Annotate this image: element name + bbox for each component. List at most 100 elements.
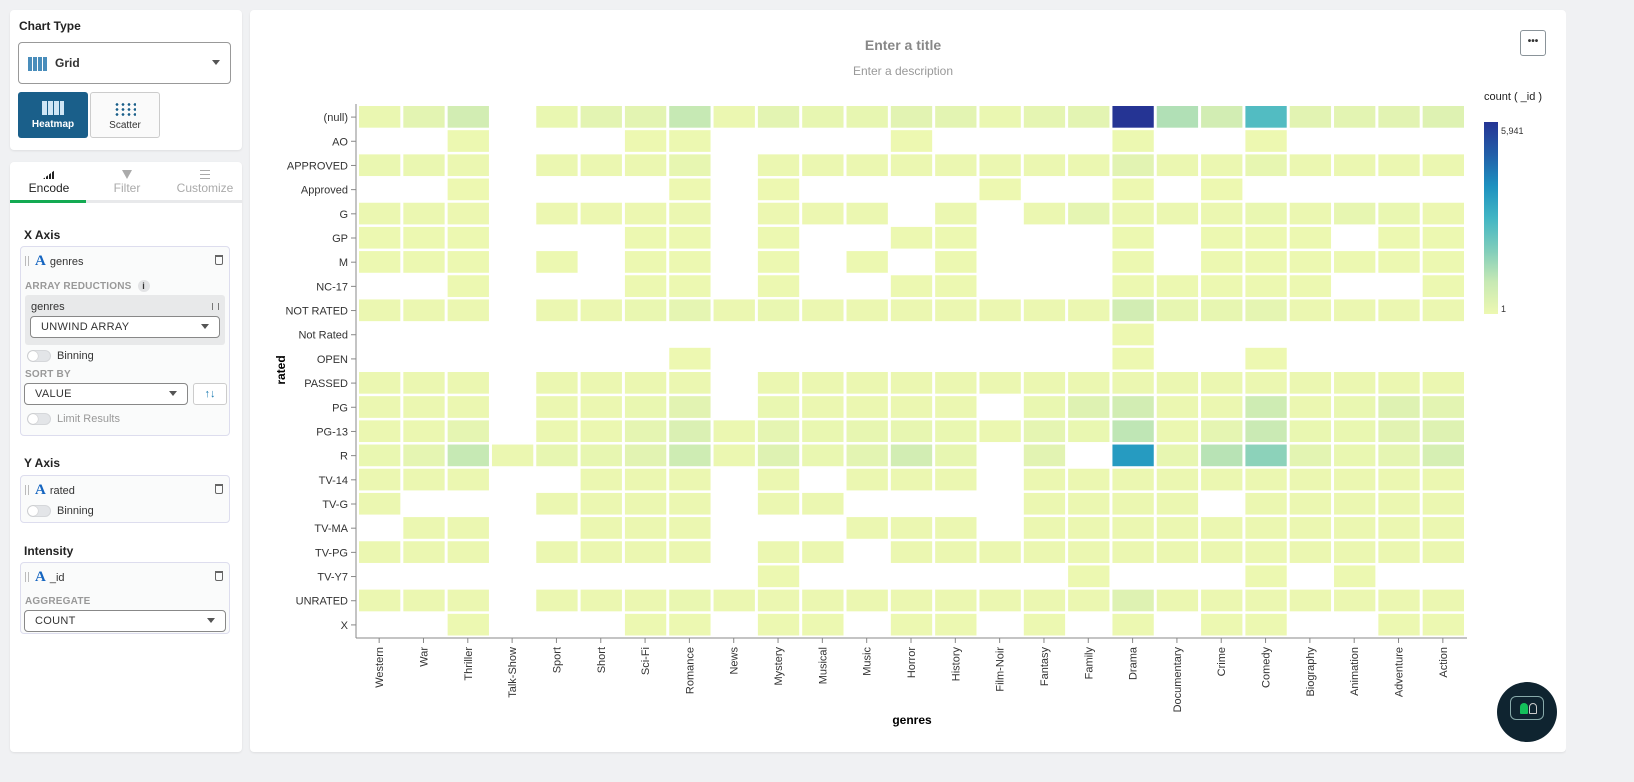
heatmap-cell[interactable] bbox=[1334, 444, 1376, 467]
heatmap-cell[interactable] bbox=[624, 396, 667, 418]
heatmap-cell[interactable] bbox=[1156, 372, 1199, 394]
heatmap-cell[interactable] bbox=[669, 541, 711, 563]
heatmap-cell[interactable] bbox=[935, 275, 977, 297]
heatmap-cell[interactable] bbox=[1422, 275, 1464, 297]
heatmap-cell[interactable] bbox=[1023, 396, 1066, 418]
heatmap-cell[interactable] bbox=[624, 541, 667, 563]
limit-results-toggle[interactable] bbox=[27, 413, 51, 425]
heatmap-cell[interactable] bbox=[1289, 106, 1332, 128]
heatmap-cell[interactable] bbox=[890, 396, 933, 418]
tab-customize[interactable]: Customize bbox=[166, 170, 244, 195]
heatmap-cell[interactable] bbox=[757, 589, 800, 612]
heatmap-cell[interactable] bbox=[1156, 299, 1199, 322]
tab-encode[interactable]: Encode bbox=[10, 170, 88, 195]
heatmap-cell[interactable] bbox=[890, 517, 933, 539]
heatmap-cell[interactable] bbox=[669, 251, 711, 273]
heatmap-cell[interactable] bbox=[624, 372, 667, 394]
intensity-field[interactable]: A _id AGGREGATE COUNT bbox=[20, 562, 230, 634]
heatmap-cell[interactable] bbox=[890, 541, 933, 563]
heatmap-cell[interactable] bbox=[802, 492, 844, 515]
heatmap-cell[interactable] bbox=[624, 154, 667, 177]
heatmap-cell[interactable] bbox=[846, 517, 888, 539]
heatmap-cell[interactable] bbox=[359, 226, 401, 249]
heatmap-cell[interactable] bbox=[1112, 323, 1154, 346]
heatmap-cell[interactable] bbox=[802, 613, 844, 636]
heatmap-cell[interactable] bbox=[447, 130, 489, 152]
heatmap-cell[interactable] bbox=[1289, 444, 1332, 467]
heatmap-cell[interactable] bbox=[1245, 154, 1287, 177]
heatmap-cell[interactable] bbox=[890, 420, 933, 443]
heatmap-cell[interactable] bbox=[1334, 299, 1376, 322]
heatmap-cell[interactable] bbox=[1023, 299, 1066, 322]
heatmap-cell[interactable] bbox=[359, 492, 401, 515]
heatmap-cell[interactable] bbox=[1156, 275, 1199, 297]
heatmap-cell[interactable] bbox=[1112, 178, 1154, 201]
heatmap-cell[interactable] bbox=[1156, 492, 1199, 515]
heatmap-cell[interactable] bbox=[403, 299, 445, 322]
heatmap-cell[interactable] bbox=[1378, 106, 1420, 128]
heatmap-cell[interactable] bbox=[1156, 420, 1199, 443]
heatmap-cell[interactable] bbox=[1112, 275, 1154, 297]
heatmap-cell[interactable] bbox=[669, 396, 711, 418]
heatmap-cell[interactable] bbox=[1422, 517, 1464, 539]
heatmap-cell[interactable] bbox=[403, 541, 445, 563]
heatmap-cell[interactable] bbox=[935, 420, 977, 443]
heatmap-cell[interactable] bbox=[624, 299, 667, 322]
heatmap-cell[interactable] bbox=[1201, 517, 1243, 539]
heatmap-cell[interactable] bbox=[624, 613, 667, 636]
heatmap-cell[interactable] bbox=[1289, 226, 1332, 249]
heatmap-cell[interactable] bbox=[1289, 202, 1332, 225]
heatmap-cell[interactable] bbox=[802, 589, 844, 612]
heatmap-cell[interactable] bbox=[1201, 468, 1243, 491]
heatmap-cell[interactable] bbox=[979, 178, 1021, 201]
heatmap-cell[interactable] bbox=[447, 299, 489, 322]
drag-handle-icon[interactable] bbox=[25, 572, 29, 582]
sort-by-dropdown[interactable]: VALUE bbox=[24, 383, 188, 405]
tab-filter[interactable]: Filter bbox=[88, 170, 166, 195]
heatmap-cell[interactable] bbox=[1378, 251, 1420, 273]
heatmap-cell[interactable] bbox=[669, 202, 711, 225]
heatmap-cell[interactable] bbox=[624, 130, 667, 152]
heatmap-cell[interactable] bbox=[536, 251, 578, 273]
heatmap-cell[interactable] bbox=[1289, 154, 1332, 177]
heatmap-cell[interactable] bbox=[1289, 251, 1332, 273]
heatmap-cell[interactable] bbox=[1245, 130, 1287, 152]
heatmap-cell[interactable] bbox=[1023, 444, 1066, 467]
heatmap-cell[interactable] bbox=[890, 226, 933, 249]
heatmap-cell[interactable] bbox=[757, 541, 800, 563]
heatmap-cell[interactable] bbox=[1201, 541, 1243, 563]
heatmap-cell[interactable] bbox=[1068, 468, 1110, 491]
heatmap-cell[interactable] bbox=[447, 226, 489, 249]
heatmap-cell[interactable] bbox=[1422, 251, 1464, 273]
heatmap-cell[interactable] bbox=[713, 589, 755, 612]
heatmap-cell[interactable] bbox=[1068, 492, 1110, 515]
heatmap-cell[interactable] bbox=[580, 517, 622, 539]
heatmap-cell[interactable] bbox=[580, 396, 622, 418]
heatmap-cell[interactable] bbox=[1422, 468, 1464, 491]
heatmap-cell[interactable] bbox=[935, 251, 977, 273]
heatmap-cell[interactable] bbox=[935, 468, 977, 491]
heatmap-cell[interactable] bbox=[979, 420, 1021, 443]
heatmap-cell[interactable] bbox=[935, 154, 977, 177]
heatmap-cell[interactable] bbox=[580, 492, 622, 515]
heatmap-cell[interactable] bbox=[1378, 299, 1420, 322]
heatmap-cell[interactable] bbox=[447, 275, 489, 297]
heatmap-cell[interactable] bbox=[757, 275, 800, 297]
heatmap-cell[interactable] bbox=[669, 589, 711, 612]
heatmap-cell[interactable] bbox=[757, 106, 800, 128]
heatmap-cell[interactable] bbox=[624, 202, 667, 225]
chart-description[interactable]: Enter a description bbox=[852, 64, 954, 78]
heatmap-cell[interactable] bbox=[1023, 492, 1066, 515]
heatmap-cell[interactable] bbox=[359, 444, 401, 467]
heatmap-cell[interactable] bbox=[447, 517, 489, 539]
heatmap-cell[interactable] bbox=[1068, 372, 1110, 394]
heatmap-cell[interactable] bbox=[403, 468, 445, 491]
heatmap-cell[interactable] bbox=[1422, 106, 1464, 128]
heatmap-cell[interactable] bbox=[403, 589, 445, 612]
heatmap-cell[interactable] bbox=[1334, 251, 1376, 273]
heatmap-cell[interactable] bbox=[403, 226, 445, 249]
trash-icon[interactable] bbox=[215, 484, 223, 494]
heatmap-cell[interactable] bbox=[1023, 517, 1066, 539]
heatmap-cell[interactable] bbox=[1112, 299, 1154, 322]
heatmap-cell[interactable] bbox=[935, 444, 977, 467]
